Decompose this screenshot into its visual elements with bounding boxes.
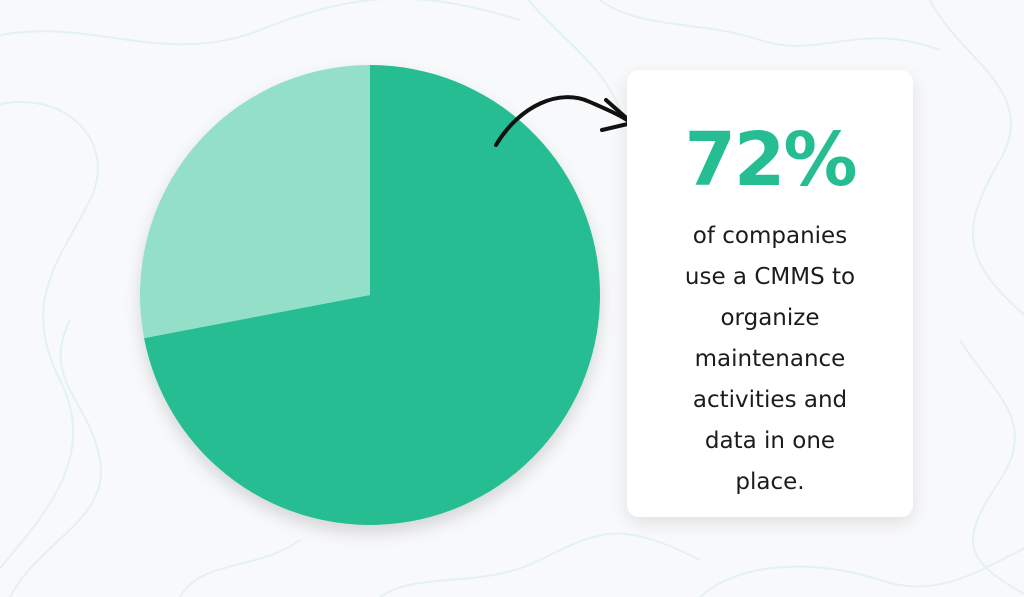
stat-value: 72% [684, 117, 857, 203]
pie-slice-primary [144, 65, 601, 525]
caption-line: activities and [692, 387, 848, 413]
stat-callout-card: 72% of companies use a CMMS to organize … [627, 70, 913, 517]
caption-line: use a CMMS to [684, 264, 856, 290]
pie-slice-secondary [139, 65, 370, 339]
stat-caption: of companies use a CMMS to organize main… [627, 216, 913, 503]
caption-line: data in one [704, 428, 836, 454]
caption-line: of companies [692, 223, 848, 249]
pie-chart [139, 65, 601, 525]
caption-line: place. [735, 469, 805, 495]
caption-line: organize [720, 305, 820, 331]
caption-line: maintenance [694, 346, 846, 372]
arrow-icon [494, 95, 634, 147]
